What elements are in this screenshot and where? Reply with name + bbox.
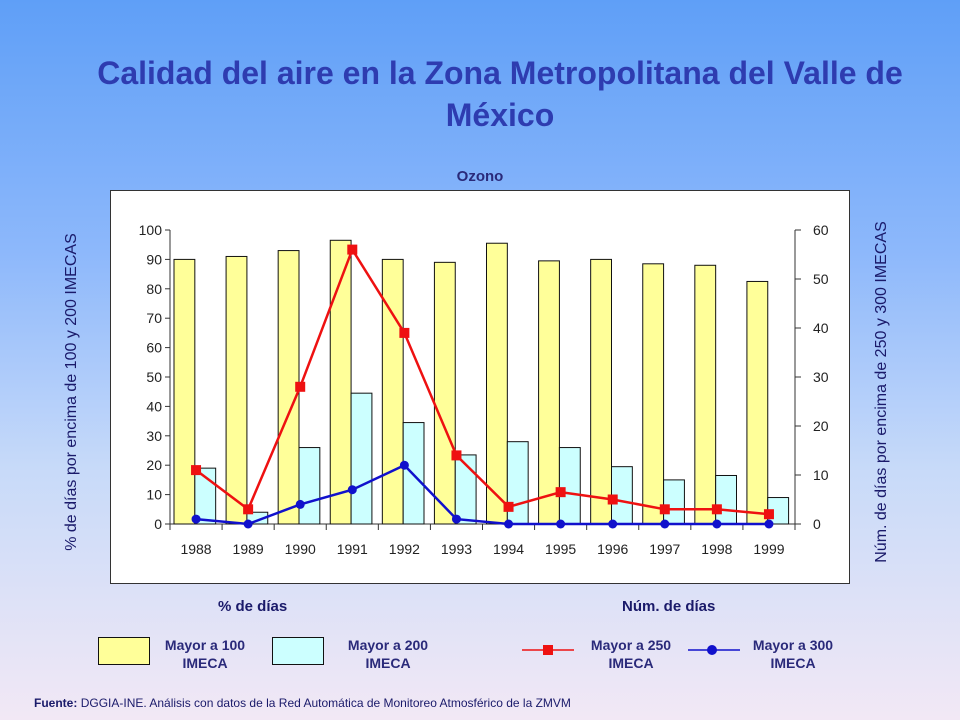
line-mayor-250 <box>195 246 770 516</box>
x-tick-label: 1989 <box>233 541 264 557</box>
bar-mayor-100 <box>590 258 613 525</box>
y-right-tick-label: 0 <box>813 516 821 532</box>
legend-label-200: Mayor a 200 IMECA <box>347 637 429 671</box>
point-mayor-300 <box>764 519 774 529</box>
point-mayor-250 <box>243 504 254 515</box>
point-mayor-250 <box>763 509 774 520</box>
y-right-tick-label: 30 <box>813 369 829 385</box>
x-tick-label: 1996 <box>597 541 628 557</box>
x-tick-label: 1994 <box>493 541 524 557</box>
y-left-tick-label: 0 <box>154 516 162 532</box>
x-tick-label: 1991 <box>337 541 368 557</box>
point-mayor-300 <box>556 519 566 529</box>
bar-mayor-200 <box>454 454 477 525</box>
source-note: Fuente: DGGIA-INE. Análisis con datos de… <box>34 696 571 710</box>
y-right-tick-label: 10 <box>813 467 829 483</box>
bar-mayor-100 <box>694 264 717 525</box>
y-right-tick-label: 40 <box>813 320 829 336</box>
y-left-tick-label: 30 <box>146 428 162 444</box>
y-left-tick-label: 90 <box>146 251 162 267</box>
x-tick-label: 1999 <box>753 541 784 557</box>
bar-mayor-100 <box>433 261 456 525</box>
point-mayor-250 <box>659 504 670 515</box>
legend-marker-300 <box>688 645 740 655</box>
point-mayor-300 <box>243 519 253 529</box>
point-mayor-300 <box>347 485 357 495</box>
bar-mayor-100 <box>642 263 665 525</box>
bar-mayor-100 <box>173 258 196 525</box>
legend-label-250: Mayor a 250 IMECA <box>590 637 672 671</box>
point-mayor-300 <box>399 460 409 470</box>
slide-title: Calidad del aire en la Zona Metropolitan… <box>97 55 903 133</box>
bar-mayor-100 <box>329 239 352 525</box>
y-right-tick-label: 50 <box>813 271 829 287</box>
bar-mayor-100 <box>746 280 769 525</box>
point-mayor-300 <box>451 514 461 524</box>
y-right-tick-label: 60 <box>813 222 829 238</box>
point-mayor-300 <box>295 499 305 509</box>
y-left-tick-label: 70 <box>146 310 162 326</box>
line-mayor-300 <box>195 463 769 526</box>
x-tick-label: 1997 <box>649 541 680 557</box>
bar-mayor-200 <box>246 511 269 525</box>
y-left-tick-label: 60 <box>146 340 162 356</box>
x-tick-label: 1993 <box>441 541 472 557</box>
point-mayor-250 <box>555 487 566 498</box>
y-left-tick-label: 10 <box>146 487 162 503</box>
bar-mayor-200 <box>663 479 685 525</box>
y-left-tick-label: 80 <box>146 281 162 297</box>
legend-label-300: Mayor a 300 IMECA <box>752 637 834 671</box>
point-mayor-250 <box>295 381 306 392</box>
x-tick-label: 1998 <box>701 541 732 557</box>
bar-mayor-200 <box>715 474 738 525</box>
y-axis-right-label: Núm. de días por encima de 250 y 300 IME… <box>873 221 890 563</box>
point-mayor-250 <box>451 450 462 461</box>
bar-mayor-200 <box>298 447 321 525</box>
x-tick-label: 1992 <box>389 541 420 557</box>
source-prefix: Fuente: <box>34 696 78 710</box>
bar-mayor-100 <box>538 260 560 525</box>
bar-mayor-200 <box>558 447 581 525</box>
group-label-days: Núm. de días <box>622 598 716 615</box>
point-mayor-300 <box>660 519 670 529</box>
group-label-percent: % de días <box>218 598 288 615</box>
bar-mayor-200 <box>350 392 373 525</box>
bar-mayor-100 <box>381 258 404 525</box>
bar-mayor-100 <box>225 255 248 525</box>
y-axis-left-label: % de días por encima de 100 y 200 IMECAS <box>63 233 80 551</box>
point-mayor-300 <box>608 519 618 529</box>
y-left-tick-label: 50 <box>146 369 162 385</box>
point-mayor-300 <box>191 514 201 524</box>
x-tick-label: 1995 <box>545 541 576 557</box>
y-left-tick-label: 20 <box>146 457 162 473</box>
x-tick-label: 1988 <box>180 541 211 557</box>
point-mayor-250 <box>503 501 514 512</box>
y-left-tick-label: 40 <box>146 398 162 414</box>
legend-swatch-200 <box>272 637 324 665</box>
x-tick-label: 1990 <box>285 541 316 557</box>
point-mayor-250 <box>607 494 618 505</box>
legend-label-100: Mayor a 100 IMECA <box>164 637 246 671</box>
point-mayor-250 <box>191 465 202 476</box>
y-left-tick-label: 100 <box>139 222 163 238</box>
point-mayor-250 <box>399 327 410 338</box>
legend-marker-250 <box>522 645 574 655</box>
point-mayor-300 <box>712 519 722 529</box>
bar-mayor-100 <box>486 242 508 525</box>
source-text: DGGIA-INE. Análisis con datos de la Red … <box>80 696 571 710</box>
point-mayor-250 <box>347 244 358 255</box>
point-mayor-250 <box>711 504 722 515</box>
y-right-tick-label: 20 <box>813 418 829 434</box>
chart-title: Ozono <box>456 168 504 185</box>
point-mayor-300 <box>504 519 514 529</box>
legend-swatch-100 <box>98 637 150 665</box>
